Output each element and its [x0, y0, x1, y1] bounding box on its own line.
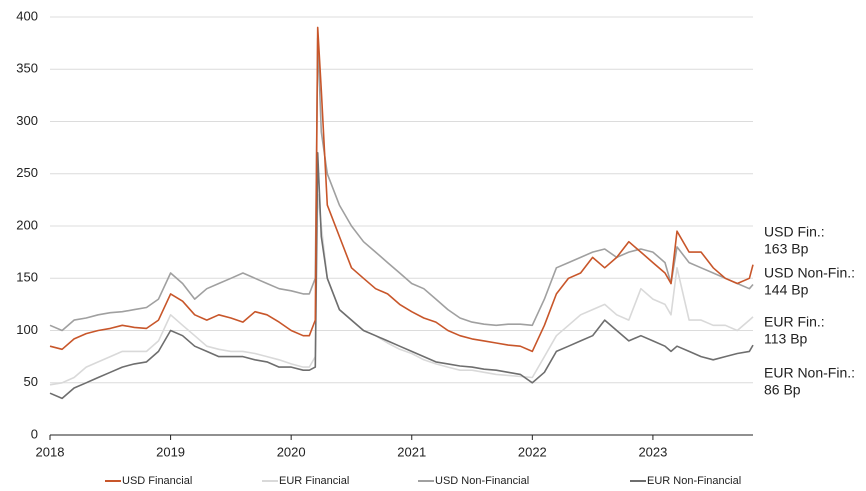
x-tick-label: 2019 [156, 444, 185, 459]
x-tick-label: 2021 [397, 444, 426, 459]
legend-label: EUR Financial [279, 475, 349, 487]
end-label: 163 Bp [764, 241, 809, 257]
legend-label: USD Financial [122, 475, 192, 487]
y-tick-label: 350 [16, 61, 38, 76]
y-tick-label: 200 [16, 217, 38, 232]
legend-label: EUR Non-Financial [647, 475, 741, 487]
series-line [49, 26, 754, 353]
end-label: USD Non-Fin.: [764, 265, 855, 281]
x-tick-label: 2023 [638, 444, 667, 459]
end-label: EUR Non-Fin.: [764, 365, 855, 381]
x-tick-label: 2018 [36, 444, 65, 459]
series-line [49, 37, 754, 332]
y-tick-label: 100 [16, 322, 38, 337]
end-label: 86 Bp [764, 382, 801, 398]
y-tick-label: 250 [16, 165, 38, 180]
y-tick-label: 300 [16, 113, 38, 128]
x-tick-label: 2022 [518, 444, 547, 459]
end-label: USD Fin.: [764, 224, 825, 240]
end-label: EUR Fin.: [764, 314, 825, 330]
x-tick-label: 2020 [277, 444, 306, 459]
y-tick-label: 50 [24, 374, 38, 389]
y-tick-label: 400 [16, 8, 38, 23]
series-line [49, 193, 754, 386]
y-tick-label: 150 [16, 270, 38, 285]
series-line [49, 152, 754, 400]
y-tick-label: 0 [31, 426, 38, 441]
end-label: 113 Bp [764, 331, 808, 347]
legend-label: USD Non-Financial [435, 475, 529, 487]
end-label: 144 Bp [764, 282, 809, 298]
legend: USD Financial EUR Financial USD Non-Financ… [105, 475, 741, 487]
